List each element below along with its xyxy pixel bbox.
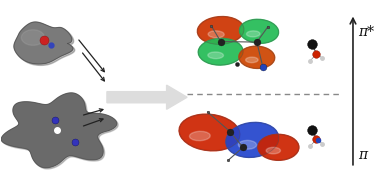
Polygon shape [14, 22, 73, 64]
Ellipse shape [198, 38, 243, 65]
Ellipse shape [197, 16, 244, 44]
Polygon shape [16, 24, 75, 65]
Ellipse shape [189, 131, 210, 141]
Ellipse shape [179, 114, 240, 151]
Text: π*: π* [358, 25, 374, 39]
Ellipse shape [208, 31, 224, 38]
Polygon shape [21, 30, 45, 45]
FancyArrow shape [107, 85, 187, 109]
Polygon shape [2, 93, 117, 168]
Polygon shape [3, 94, 118, 169]
Ellipse shape [226, 122, 279, 157]
Ellipse shape [246, 57, 258, 63]
Ellipse shape [266, 147, 280, 154]
Ellipse shape [208, 52, 223, 59]
Ellipse shape [246, 31, 260, 37]
Ellipse shape [239, 46, 275, 68]
Ellipse shape [238, 140, 257, 149]
Text: π: π [358, 148, 367, 162]
Ellipse shape [240, 19, 279, 43]
Ellipse shape [258, 134, 299, 160]
